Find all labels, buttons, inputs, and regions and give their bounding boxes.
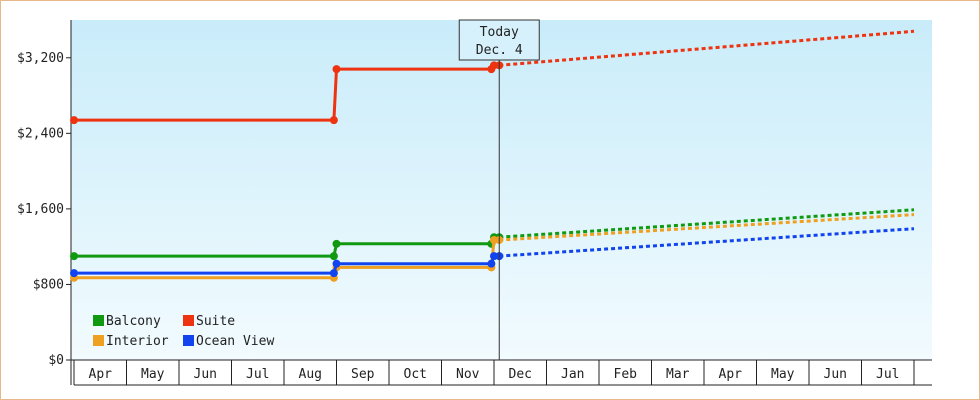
x-tick-label: May <box>141 367 165 382</box>
x-tick-label: Jun <box>824 367 847 382</box>
y-tick-label: $0 <box>48 353 64 368</box>
data-point-ocean-view <box>329 269 338 278</box>
x-tick-label: Oct <box>404 367 427 382</box>
data-point-suite <box>332 65 341 74</box>
plot-background <box>71 20 932 360</box>
today-label-line1: Today <box>480 25 519 40</box>
legend-swatch-balcony <box>93 315 104 326</box>
data-point-balcony <box>329 252 338 261</box>
x-tick-label: Apr <box>89 367 113 382</box>
legend-swatch-suite <box>183 315 194 326</box>
x-tick-label: Mar <box>666 367 690 382</box>
today-label-line2: Dec. 4 <box>476 43 523 58</box>
x-tick-label: Jul <box>876 367 899 382</box>
series-forecast-interior <box>499 213 915 242</box>
data-point-ocean-view <box>70 269 78 278</box>
series-interior <box>70 213 915 282</box>
legend-swatch-ocean-view <box>183 335 194 346</box>
x-tick-label: Aug <box>299 367 322 382</box>
y-tick-label: $1,600 <box>17 202 64 217</box>
x-tick-label: Jan <box>561 367 584 382</box>
x-tick-label: Nov <box>456 367 480 382</box>
series-ocean-view <box>70 227 915 278</box>
data-point-balcony <box>332 239 341 248</box>
series-forecast-ocean-view <box>499 227 915 258</box>
legend: Balcony Suite Interior Ocean View <box>93 314 274 349</box>
x-tick-label: Dec <box>509 367 532 382</box>
legend-label-balcony: Balcony <box>106 314 161 329</box>
today-label-box <box>458 19 540 61</box>
y-tick-label: $2,400 <box>17 126 64 141</box>
data-point-ocean-view <box>487 259 496 268</box>
series-forecast-suite <box>499 29 915 67</box>
x-tick-label: Jul <box>246 367 269 382</box>
legend-label-ocean-view: Ocean View <box>196 334 274 349</box>
x-tick-label: Apr <box>719 367 743 382</box>
data-point-balcony <box>70 252 78 261</box>
x-tick-label: Sep <box>351 367 375 382</box>
data-point-suite <box>329 116 338 125</box>
x-tick-label: May <box>771 367 795 382</box>
data-point-suite <box>70 116 78 125</box>
x-tick-label: Jun <box>194 367 217 382</box>
y-tick-label: $800 <box>33 277 64 292</box>
series-forecast-balcony <box>499 208 915 239</box>
legend-label-suite: Suite <box>196 314 235 329</box>
data-point-ocean-view <box>332 259 341 268</box>
legend-label-interior: Interior <box>106 334 169 349</box>
y-tick-label: $3,200 <box>17 51 64 66</box>
legend-swatch-interior <box>93 335 104 346</box>
x-tick-label: Feb <box>614 367 638 382</box>
